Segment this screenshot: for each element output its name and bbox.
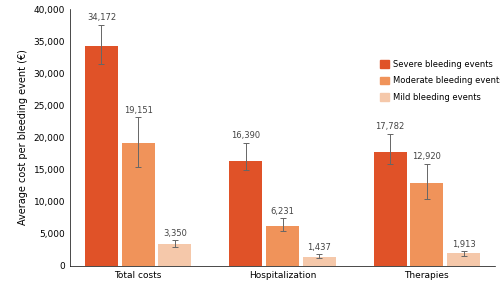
Bar [158, 244, 192, 266]
Bar [374, 152, 406, 266]
Text: 6,231: 6,231 [270, 207, 294, 216]
Text: 34,172: 34,172 [87, 13, 116, 22]
Bar [229, 161, 262, 266]
Bar [85, 47, 118, 266]
Text: 16,390: 16,390 [231, 131, 260, 140]
Text: 12,920: 12,920 [412, 152, 441, 161]
Legend: Severe bleeding events, Moderate bleeding events, Mild bleeding events: Severe bleeding events, Moderate bleedin… [380, 60, 500, 102]
Text: 1,913: 1,913 [452, 240, 475, 249]
Text: 1,437: 1,437 [308, 243, 331, 252]
Text: 3,350: 3,350 [163, 229, 187, 238]
Text: 17,782: 17,782 [376, 122, 404, 131]
Bar [302, 256, 336, 266]
Y-axis label: Average cost per bleeding event (€): Average cost per bleeding event (€) [18, 50, 28, 225]
Bar [447, 253, 480, 266]
Bar [266, 226, 299, 266]
Bar [122, 143, 154, 266]
Bar [410, 183, 444, 266]
Text: 19,151: 19,151 [124, 106, 152, 115]
